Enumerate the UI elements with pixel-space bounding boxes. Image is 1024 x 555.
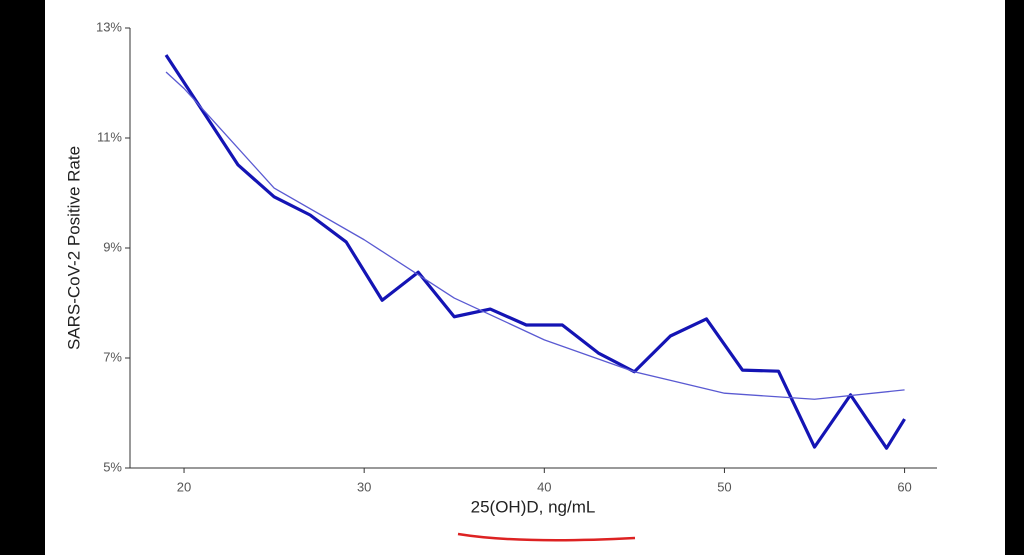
x-tick-label: 40 — [537, 479, 551, 494]
x-tick-label: 60 — [897, 479, 911, 494]
y-tick-label: 5% — [103, 459, 122, 474]
x-tick-label: 20 — [177, 479, 191, 494]
data-line — [164, 54, 906, 450]
x-tick-label: 50 — [717, 479, 731, 494]
chart-background — [45, 0, 1005, 555]
y-axis-label: SARS-CoV-2 Positive Rate — [64, 146, 83, 350]
y-tick-label: 11% — [97, 129, 122, 144]
x-tick-label: 30 — [357, 479, 371, 494]
x-axis-label: 25(OH)D, ng/mL — [471, 497, 596, 516]
y-tick-label: 9% — [103, 239, 122, 254]
data-line — [165, 71, 905, 400]
hand-underline — [457, 532, 636, 542]
y-tick-label: 13% — [96, 19, 122, 34]
y-tick-label: 7% — [103, 349, 122, 364]
